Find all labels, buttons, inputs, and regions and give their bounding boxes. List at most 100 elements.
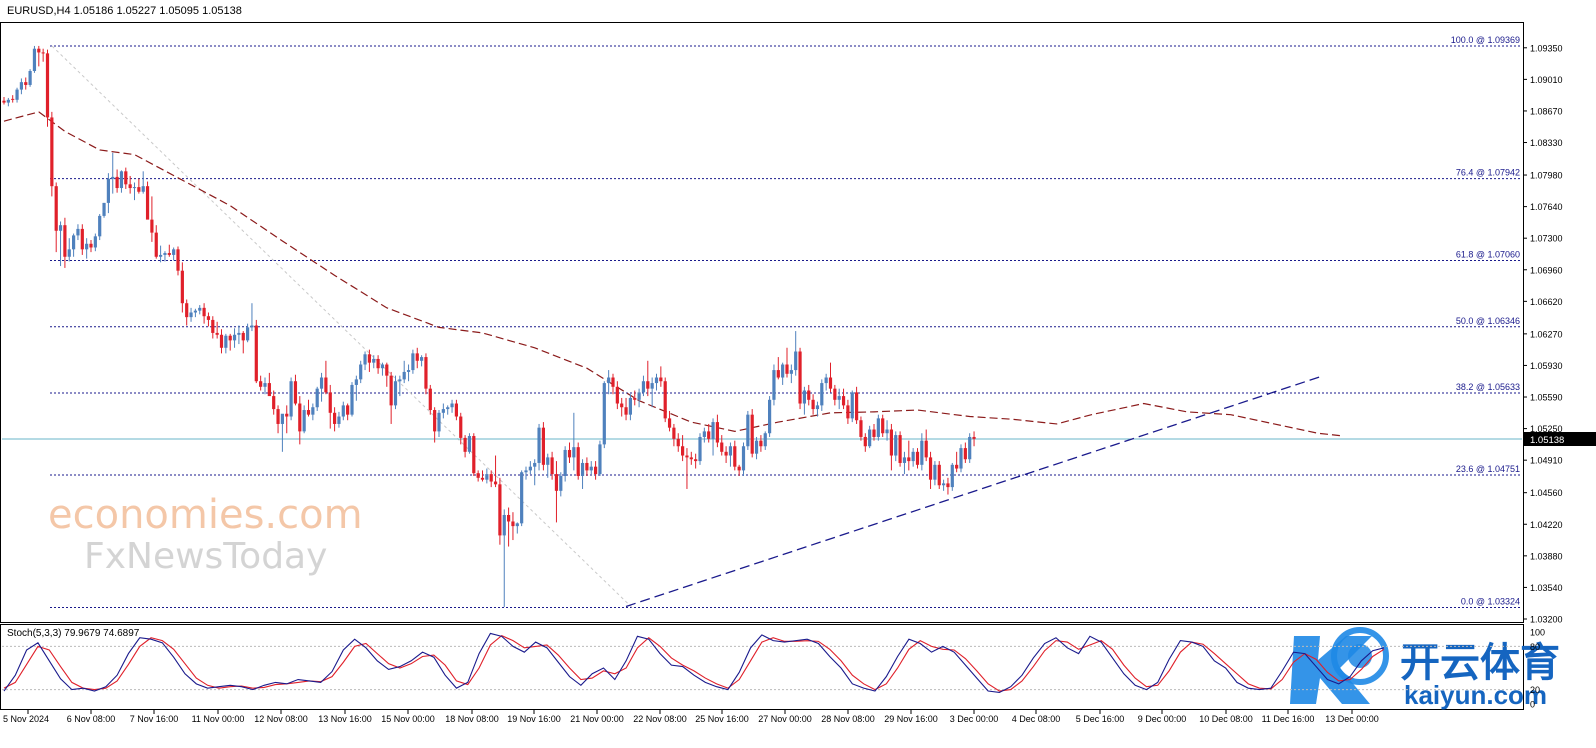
candle-body	[576, 447, 580, 476]
candle-body	[546, 457, 550, 465]
candle-body	[367, 354, 371, 363]
candle-body	[942, 483, 946, 486]
candle-body	[511, 521, 515, 527]
candle-body	[824, 377, 828, 384]
candle-body	[528, 466, 532, 471]
watermark-economies: economies.com FxNewsToday	[48, 492, 363, 577]
candle-body	[820, 383, 824, 406]
candle-body	[915, 451, 920, 465]
candle-body	[550, 457, 554, 475]
candle-body	[446, 407, 450, 410]
candle-body	[715, 422, 719, 443]
fib-label: 61.8 @ 1.07060	[1456, 249, 1520, 259]
candle-body	[254, 325, 258, 382]
candle-body	[933, 464, 937, 480]
candle-body	[32, 48, 37, 72]
candle-body	[459, 416, 463, 438]
candle-body	[641, 381, 646, 393]
candle-body	[567, 449, 572, 458]
candle-body	[315, 388, 319, 408]
candle-body	[411, 353, 415, 371]
y-tick-label: 1.06270	[1530, 329, 1563, 339]
y-tick-label: 1.07300	[1530, 234, 1563, 244]
candle-body	[154, 232, 158, 257]
candle-body	[894, 435, 898, 456]
candle-body	[828, 377, 833, 389]
candle-body	[280, 413, 284, 424]
candle-body	[185, 303, 189, 318]
candle-body	[650, 383, 654, 389]
candle-body	[676, 438, 680, 447]
candle-body	[111, 176, 115, 179]
candle-body	[119, 171, 124, 189]
candle-body	[6, 99, 10, 103]
candle-body	[841, 396, 846, 406]
candle-body	[937, 464, 941, 486]
candle-body	[15, 89, 19, 100]
candle-body	[537, 427, 541, 463]
candle-body	[637, 392, 641, 400]
candle-body	[206, 316, 211, 320]
x-tick-label: 13 Nov 16:00	[318, 714, 372, 724]
candle-body	[602, 383, 606, 445]
candle-body	[241, 332, 245, 341]
watermark-brand-cn: 开云体育	[1400, 641, 1560, 685]
candle-body	[267, 383, 271, 397]
candle-body	[263, 383, 267, 387]
fib-diagonal	[51, 45, 633, 608]
candle-body	[215, 332, 219, 335]
main-panel-frame	[0, 22, 1524, 623]
y-tick-label: 1.05930	[1530, 361, 1563, 371]
candle-body	[167, 253, 171, 255]
candle-body	[189, 312, 193, 318]
x-tick-label: 25 Nov 16:00	[695, 714, 749, 724]
y-tick-label: 1.07640	[1530, 202, 1563, 212]
x-tick-label: 13 Dec 00:00	[1325, 714, 1379, 724]
y-tick-label: 1.04910	[1530, 456, 1563, 466]
candle-body	[811, 399, 815, 410]
candle-body	[681, 446, 685, 456]
x-tick-label: 27 Nov 00:00	[758, 714, 812, 724]
candle-body	[585, 462, 589, 471]
trendlines	[625, 375, 1323, 608]
candle-body	[380, 364, 385, 369]
candle-body	[250, 325, 254, 328]
candle-body	[472, 436, 476, 474]
candle-body	[437, 412, 441, 432]
candle-body	[145, 186, 150, 220]
candle-body	[198, 307, 202, 311]
x-tick-label: 29 Nov 16:00	[884, 714, 938, 724]
x-tick-label: 7 Nov 16:00	[130, 714, 179, 724]
fib-label: 100.0 @ 1.09369	[1451, 35, 1520, 45]
candle-body	[137, 187, 141, 192]
candle-body	[93, 236, 97, 248]
candle-body	[328, 392, 332, 413]
candle-body	[350, 384, 354, 415]
candle-body	[172, 249, 176, 255]
candle-body	[759, 440, 763, 447]
fib-label: 76.4 @ 1.07942	[1456, 168, 1520, 178]
candle-body	[398, 379, 402, 382]
candle-body	[741, 446, 746, 471]
candle-body	[259, 381, 263, 387]
candle-body	[889, 429, 893, 456]
moving-average	[3, 111, 1344, 437]
x-tick-label: 5 Nov 2024	[3, 714, 49, 724]
candle-body	[855, 392, 859, 421]
candle-body	[768, 399, 772, 434]
candle-body	[72, 235, 76, 250]
candle-body	[319, 377, 324, 389]
candle-body	[502, 514, 506, 536]
ascending-trendline	[625, 375, 1323, 608]
candle-body	[467, 436, 472, 452]
candle-body	[837, 396, 841, 400]
candle-body	[498, 484, 502, 536]
candle-body	[746, 414, 750, 447]
candle-body	[306, 410, 311, 415]
y-tick-label: 1.05250	[1530, 424, 1563, 434]
candle-body	[359, 364, 363, 380]
candle-body	[659, 377, 663, 382]
stoch-signal-line	[3, 634, 1385, 692]
candle-body	[598, 444, 602, 475]
